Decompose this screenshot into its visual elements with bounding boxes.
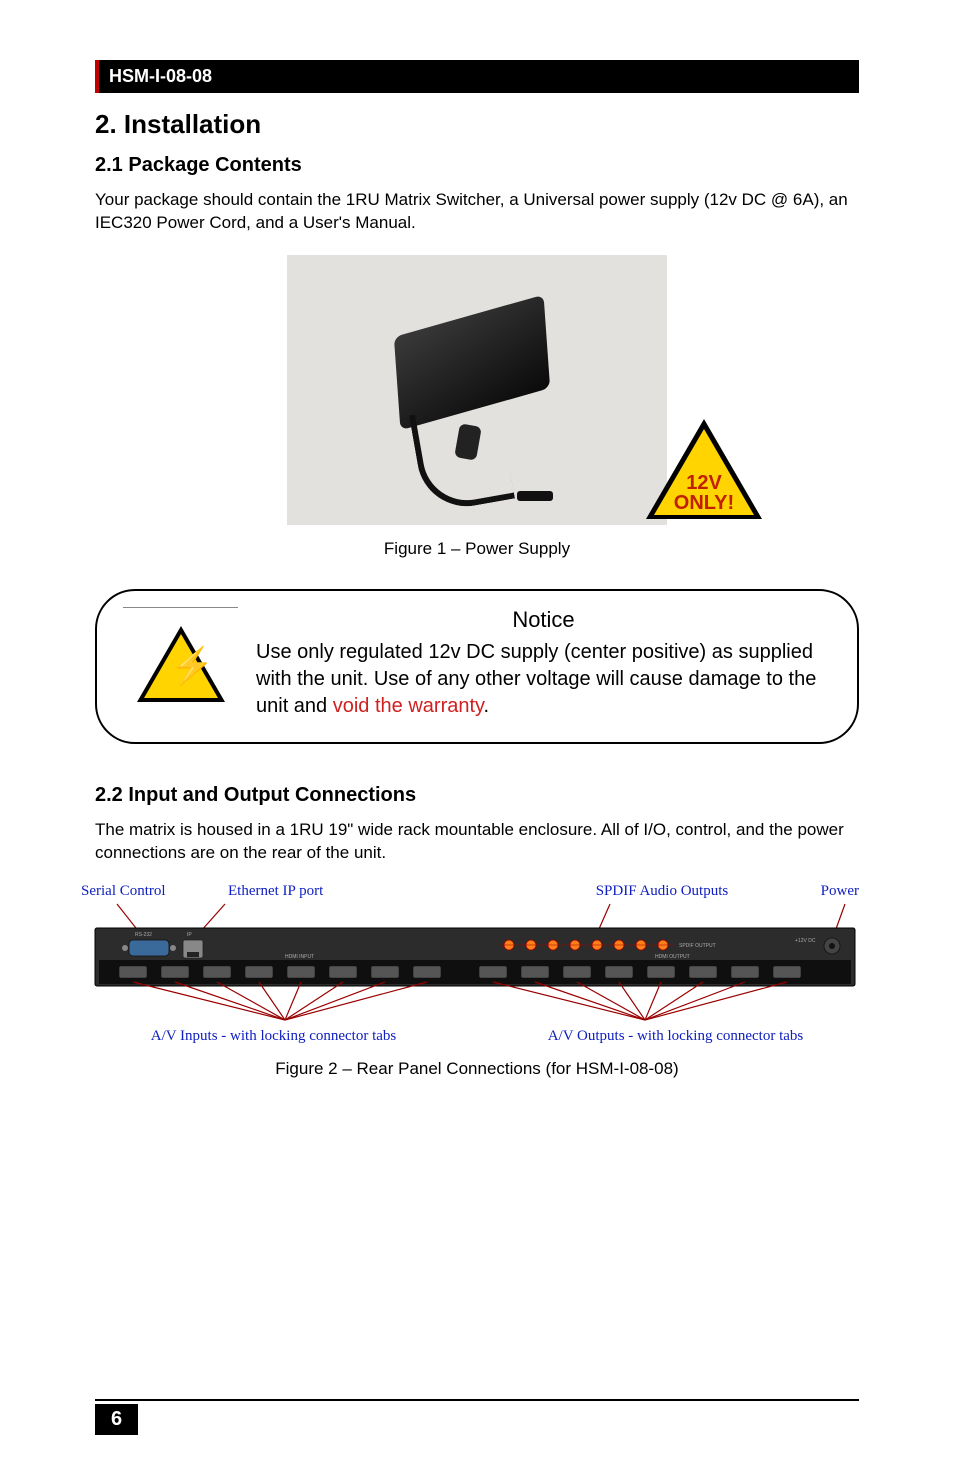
notice-body: Use only regulated 12v DC supply (center… (256, 639, 831, 720)
page-number-value: 6 (111, 1408, 122, 1430)
notice-body-post: . (484, 695, 490, 717)
io-connections-text: The matrix is housed in a 1RU 19" wide r… (95, 819, 859, 865)
silk-rs232: RS-232 (135, 932, 152, 938)
figure-2-caption: Figure 2 – Rear Panel Connections (for H… (75, 1059, 879, 1079)
hazard-icon: ⚡ (137, 626, 225, 702)
section-title: 2. Installation (95, 109, 859, 140)
silk-hdmi-out: HDMI OUTPUT (655, 954, 690, 960)
model-label: HSM-I-08-08 (109, 66, 212, 86)
label-ethernet: Ethernet IP port (228, 883, 323, 900)
rear-labels-bottom: A/V Inputs - with locking connector tabs… (75, 1028, 879, 1045)
label-av-outputs: A/V Outputs - with locking connector tab… (548, 1028, 804, 1045)
label-av-inputs: A/V Inputs - with locking connector tabs (151, 1028, 397, 1045)
package-contents-text: Your package should contain the 1RU Matr… (95, 189, 859, 235)
warn-line1: 12V (686, 472, 722, 494)
voltage-warning-icon: 12V ONLY! (646, 419, 762, 519)
footer-rule (95, 1399, 859, 1401)
silk-hdmi-in: HDMI INPUT (285, 954, 314, 960)
subsection-2-heading: 2.2 Input and Output Connections (95, 784, 859, 807)
silk-power: +12V DC (795, 938, 816, 944)
rear-panel-svg: RS-232 IP HDMI INPUT (75, 900, 875, 1030)
rear-labels-top: Serial Control Ethernet IP port SPDIF Au… (75, 883, 879, 900)
warn-line2: ONLY! (674, 492, 734, 514)
page-number: 6 (95, 1404, 138, 1435)
subsection-1-heading: 2.1 Package Contents (95, 154, 859, 177)
notice-icon-wrap: ⚡ (123, 607, 238, 707)
notice-title: Notice (256, 607, 831, 633)
power-supply-image (287, 255, 667, 525)
figure-2: Serial Control Ethernet IP port SPDIF Au… (75, 883, 879, 1079)
lightning-bolt-icon: ⚡ (170, 648, 215, 684)
input-leaders (133, 982, 427, 1020)
figure-1: 12V ONLY! Figure 1 – Power Supply (95, 255, 859, 559)
notice-body-red: void the warranty (333, 695, 484, 717)
silk-ip: IP (187, 932, 192, 938)
output-leaders (493, 982, 787, 1020)
notice-box: ⚡ Notice Use only regulated 12v DC suppl… (95, 589, 859, 744)
label-serial: Serial Control (81, 883, 166, 900)
figure-1-caption: Figure 1 – Power Supply (95, 539, 859, 559)
label-power: Power (821, 883, 859, 900)
label-spdif: SPDIF Audio Outputs (596, 883, 729, 900)
model-header: HSM-I-08-08 (95, 60, 859, 93)
silk-spdif: SPDIF OUTPUT (679, 943, 716, 949)
